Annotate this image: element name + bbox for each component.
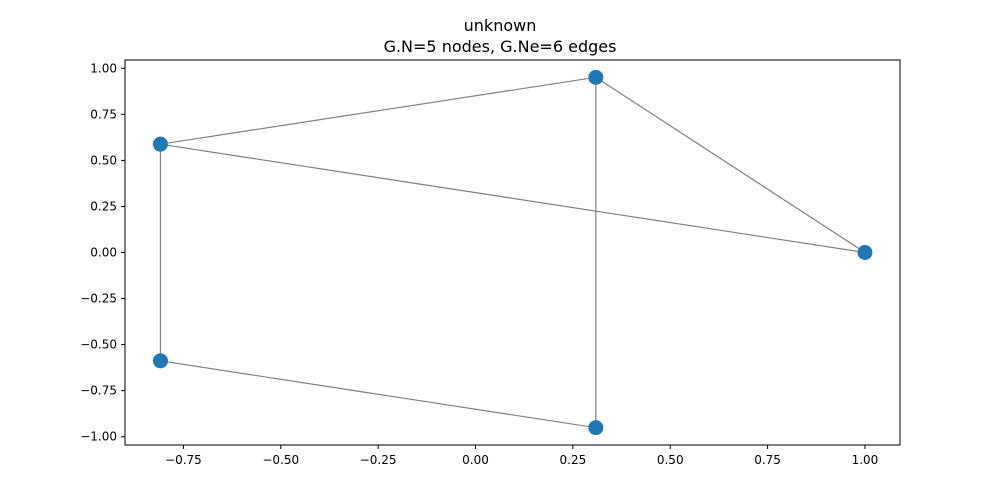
node-1	[588, 69, 604, 85]
plot-frame	[124, 59, 901, 446]
edge-0-1	[595, 76, 866, 254]
x-tick-label: 0.75	[754, 453, 781, 467]
y-tick-label: 0.50	[90, 153, 117, 167]
x-tick-label: 0.25	[560, 453, 587, 467]
y-tick-label: −0.75	[80, 384, 117, 398]
y-tick-label: 0.25	[90, 199, 117, 213]
edge-1-2	[160, 76, 596, 145]
x-tick-label: 1.00	[852, 453, 879, 467]
plot-area: −0.75 −0.50 −0.25 0.00 0.25 0.50 0.75 1.00 −1.00…	[80, 59, 901, 467]
chart-title: unknown	[464, 16, 537, 35]
x-tick-label: −0.50	[262, 453, 299, 467]
x-tick-label: −0.75	[165, 453, 202, 467]
y-tick-label: −0.25	[80, 292, 117, 306]
x-tick-label: 0.00	[462, 453, 489, 467]
x-tick-label: 0.50	[657, 453, 684, 467]
node-2	[152, 136, 168, 152]
y-tick-label: 0.00	[90, 246, 117, 260]
node-0	[857, 245, 873, 260]
y-tick-label: −1.00	[80, 430, 117, 444]
node-3	[152, 353, 168, 369]
edge-0-2	[160, 143, 866, 254]
node-4	[588, 420, 604, 436]
chart-subtitle: G.N=5 nodes, G.Ne=6 edges	[384, 37, 617, 56]
y-tick-label: 0.75	[90, 107, 117, 121]
x-tick-label: −0.25	[360, 453, 397, 467]
y-tick-label: 1.00	[90, 61, 117, 75]
edge-3-4	[160, 360, 596, 429]
y-tick-label: −0.50	[80, 338, 117, 352]
